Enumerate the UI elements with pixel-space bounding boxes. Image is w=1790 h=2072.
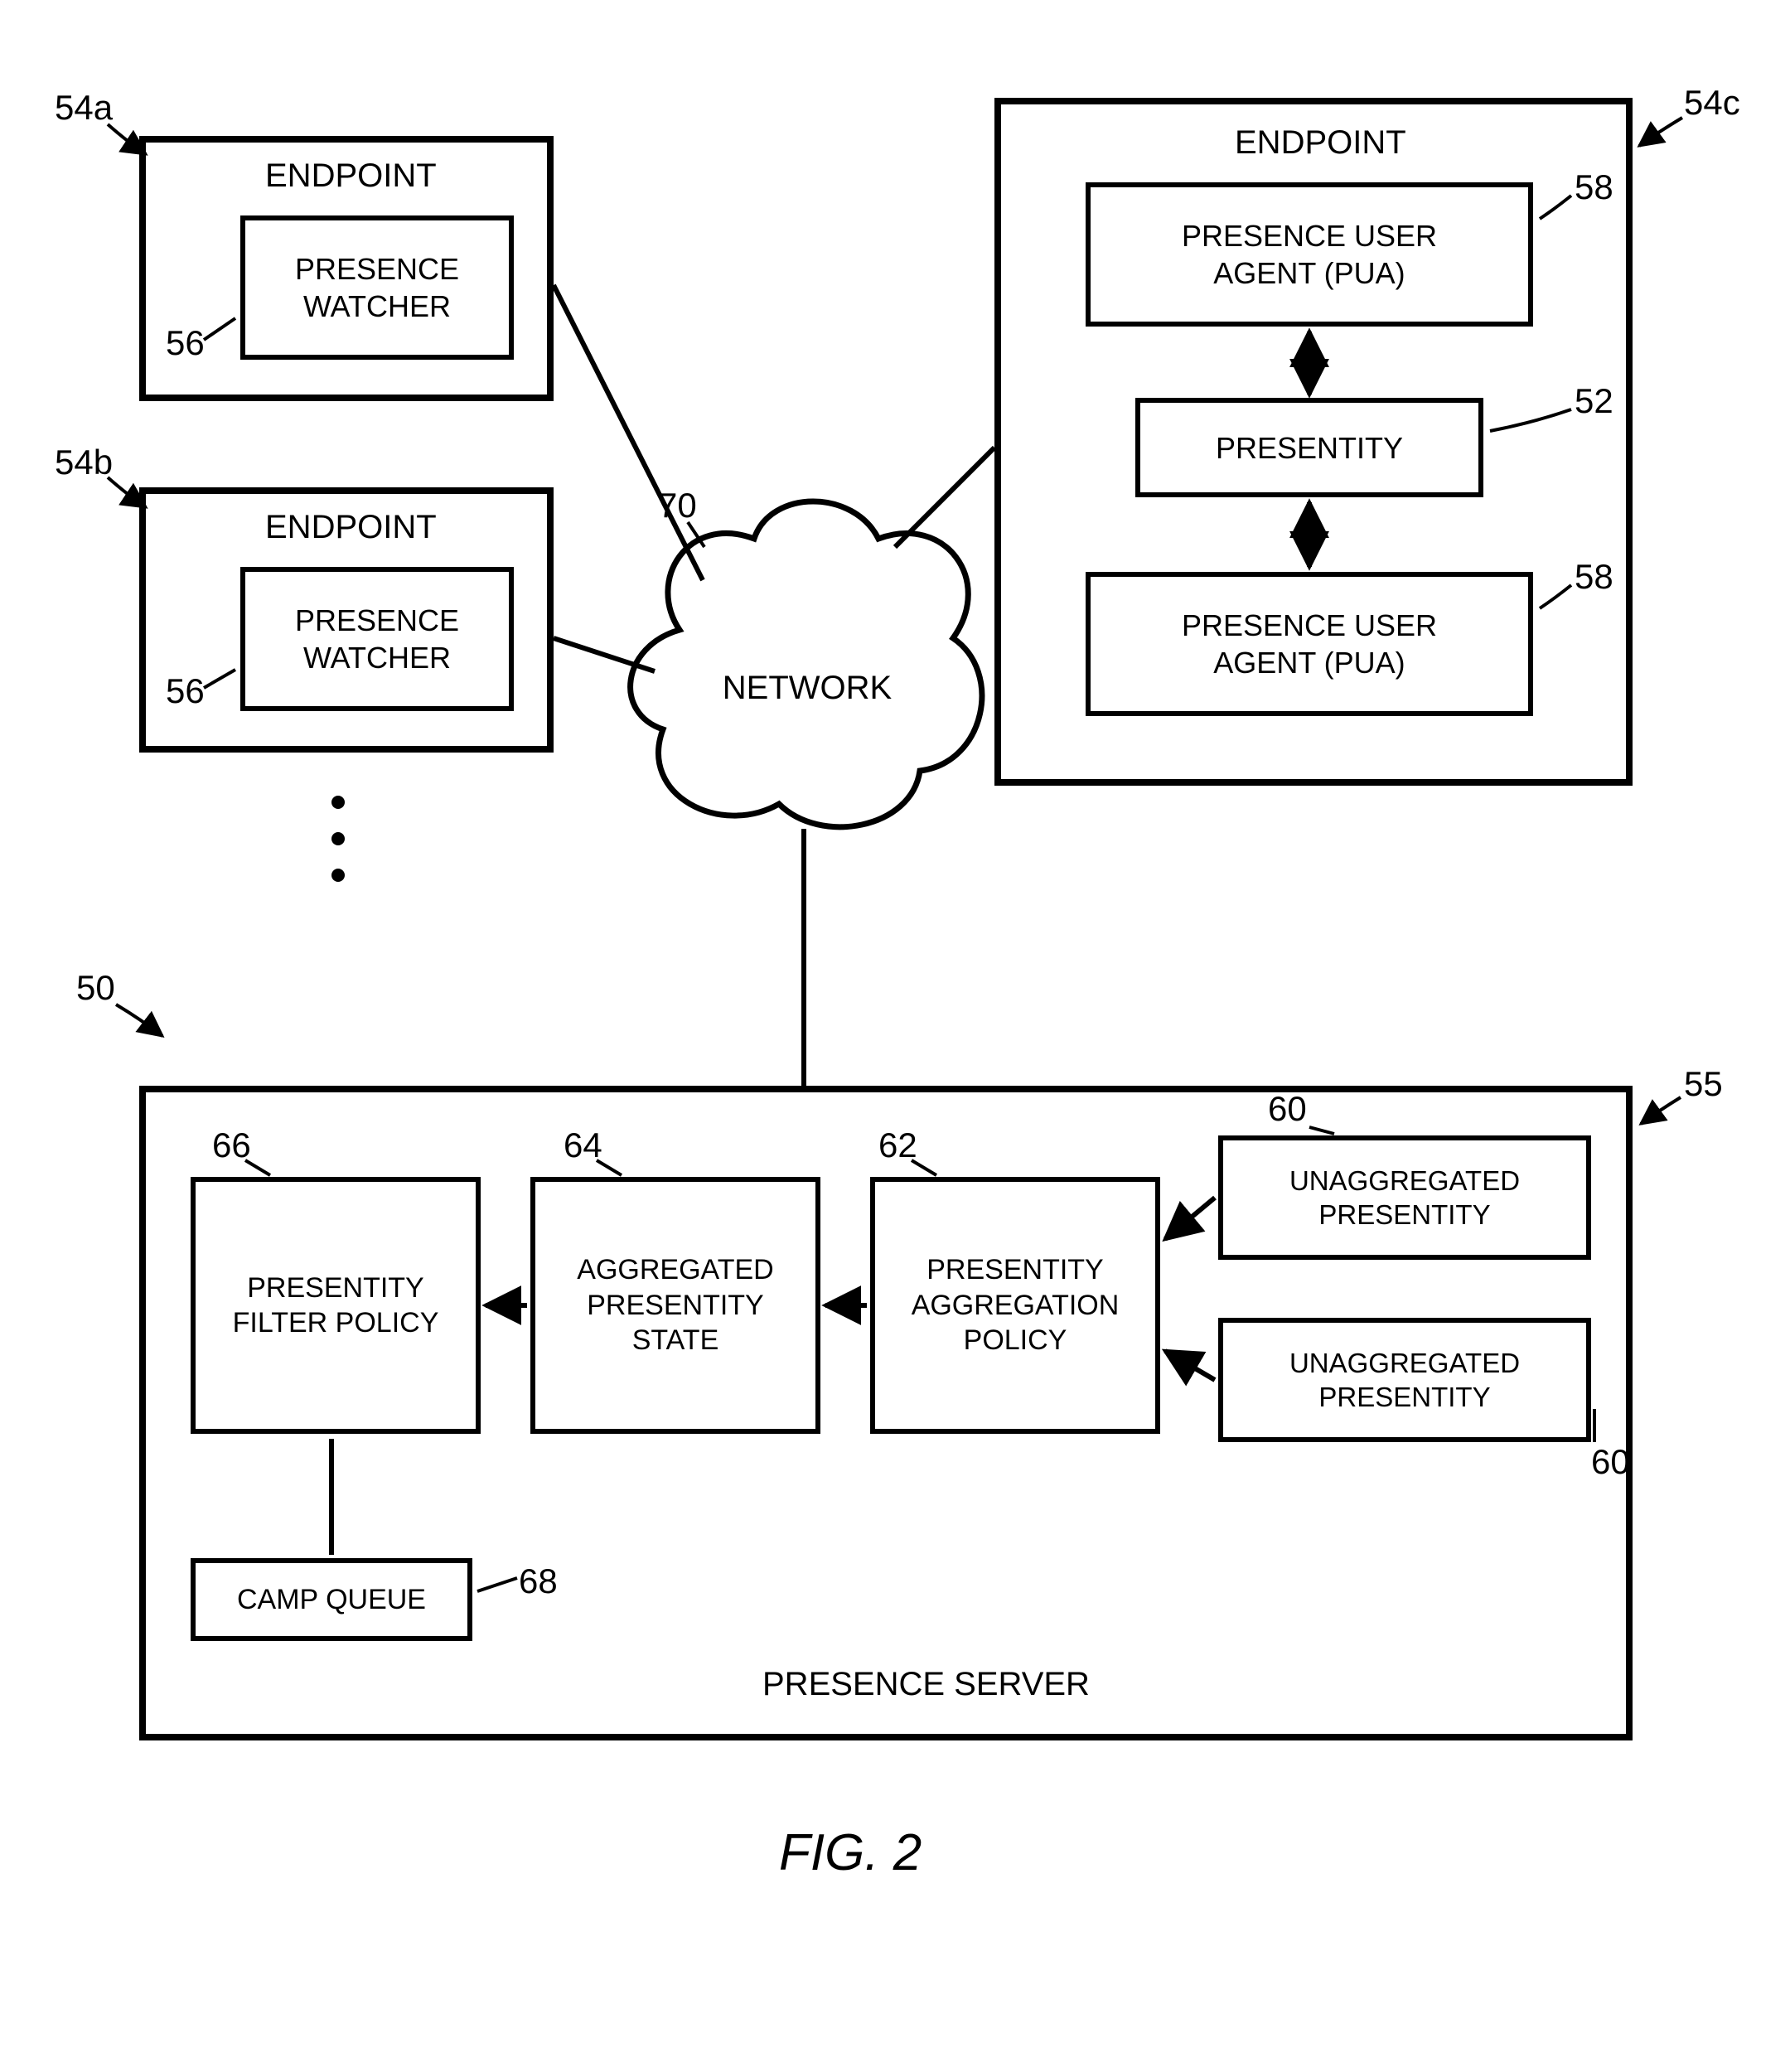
- pua-2: PRESENCE USER AGENT (PUA): [1086, 572, 1533, 716]
- ref-50: 50: [76, 968, 115, 1008]
- presence-watcher-2: PRESENCE WATCHER: [240, 567, 514, 711]
- ref-52: 52: [1575, 381, 1613, 421]
- network-label: NETWORK: [708, 670, 907, 707]
- ref-56-2: 56: [166, 671, 205, 711]
- unaggregated-presentity-1: UNAGGREGATED PRESENTITY: [1218, 1135, 1591, 1260]
- ref-56-1: 56: [166, 323, 205, 363]
- ref-54b: 54b: [55, 443, 113, 482]
- ref-60-1: 60: [1268, 1089, 1307, 1129]
- ellipsis-icon: [331, 796, 345, 882]
- ref-60-2: 60: [1591, 1442, 1630, 1482]
- endpoint-a-label: ENDPOINT: [265, 157, 437, 195]
- aggregated-presentity-state: AGGREGATED PRESENTITY STATE: [530, 1177, 820, 1434]
- presentity-aggregation-policy: PRESENTITY AGGREGATION POLICY: [870, 1177, 1160, 1434]
- camp-queue: CAMP QUEUE: [191, 1558, 472, 1641]
- ref-68: 68: [519, 1561, 558, 1601]
- endpoint-b-label: ENDPOINT: [265, 509, 437, 546]
- pua-1: PRESENCE USER AGENT (PUA): [1086, 182, 1533, 327]
- presentity-filter-policy: PRESENTITY FILTER POLICY: [191, 1177, 481, 1434]
- ref-58-1: 58: [1575, 167, 1613, 207]
- diagram-canvas: ENDPOINT PRESENCE WATCHER ENDPOINT PRESE…: [0, 0, 1790, 2072]
- ref-66: 66: [212, 1126, 251, 1165]
- presentity: PRESENTITY: [1135, 398, 1483, 497]
- ref-70: 70: [658, 486, 697, 525]
- ref-55: 55: [1684, 1064, 1723, 1104]
- network-cloud: [631, 501, 982, 827]
- ref-54a: 54a: [55, 88, 113, 128]
- ref-62: 62: [878, 1126, 917, 1165]
- ref-58-2: 58: [1575, 557, 1613, 597]
- ref-64: 64: [564, 1126, 602, 1165]
- ref-54c: 54c: [1684, 83, 1740, 123]
- presence-server-label: PRESENCE SERVER: [762, 1666, 1090, 1703]
- unaggregated-presentity-2: UNAGGREGATED PRESENTITY: [1218, 1318, 1591, 1442]
- endpoint-c-label: ENDPOINT: [1235, 124, 1406, 162]
- presence-watcher-1: PRESENCE WATCHER: [240, 215, 514, 360]
- figure-caption: FIG. 2: [779, 1823, 922, 1882]
